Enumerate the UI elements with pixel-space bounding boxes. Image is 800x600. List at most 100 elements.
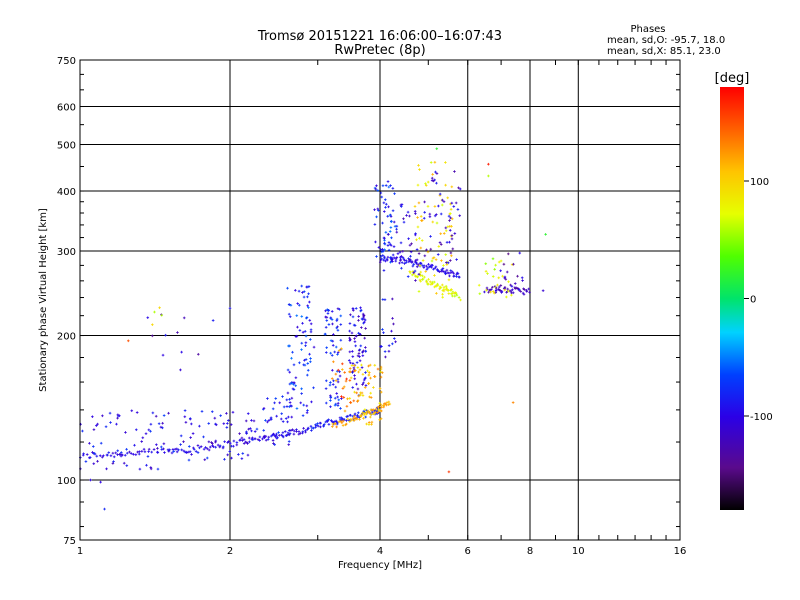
scatter-point: [420, 239, 424, 242]
scatter-point: [92, 452, 96, 455]
scatter-point: [325, 319, 329, 322]
scatter-point: [210, 441, 213, 444]
trace-point: [430, 265, 433, 269]
scatter-point: [172, 450, 176, 453]
scatter-point: [180, 350, 183, 354]
trace-point: [340, 418, 344, 422]
scatter-point: [353, 369, 356, 373]
scatter-point: [295, 334, 299, 338]
trace-point: [344, 423, 347, 427]
trace-point: [483, 290, 486, 294]
scatter-point: [369, 396, 373, 399]
scatter-point: [187, 458, 191, 462]
scatter-point: [274, 435, 277, 439]
scatter-point: [116, 416, 119, 420]
scatter-point: [304, 341, 308, 345]
scatter-point: [419, 215, 423, 218]
scatter-point: [367, 421, 371, 424]
scatter-point: [367, 411, 371, 414]
scatter-point: [251, 438, 255, 442]
scatter-point: [368, 395, 371, 399]
scatter-point: [288, 401, 292, 404]
scatter-point: [421, 259, 425, 262]
scatter-point: [381, 248, 384, 251]
scatter-point: [175, 447, 179, 451]
scatter-point: [336, 395, 339, 399]
trace-point: [322, 424, 325, 428]
colorbar-tick-label: 0: [750, 295, 756, 306]
scatter-point: [453, 232, 457, 235]
scatter-point: [501, 274, 504, 278]
scatter-point: [338, 307, 341, 311]
scatter-point: [352, 399, 356, 403]
trace-point: [351, 414, 355, 418]
scatter-point: [510, 293, 513, 297]
trace-point: [350, 418, 354, 422]
trace-point: [441, 269, 445, 273]
trace-point: [505, 290, 508, 294]
scatter-point: [431, 173, 434, 176]
scatter-point: [334, 379, 338, 382]
scatter-point: [293, 381, 296, 385]
scatter-point: [385, 202, 388, 206]
trace-point: [345, 415, 349, 418]
outlier-point: [541, 289, 545, 292]
scatter-point: [287, 440, 291, 443]
scatter-point: [149, 467, 153, 471]
trace-point: [459, 298, 462, 302]
scatter-point: [363, 318, 367, 322]
scatter-point: [361, 394, 365, 397]
scatter-point: [176, 331, 179, 334]
scatter-point: [348, 336, 351, 340]
trace-point: [377, 405, 381, 408]
scatter-point: [360, 391, 364, 395]
scatter-point: [338, 370, 341, 374]
scatter-point: [362, 381, 365, 385]
trace-point: [192, 446, 195, 450]
scatter-point: [384, 231, 388, 234]
trace-point: [269, 434, 273, 438]
scatter-point: [274, 397, 278, 400]
scatter-point: [340, 395, 343, 398]
scatter-point: [373, 223, 377, 226]
scatter-point: [246, 453, 250, 457]
scatter-point: [449, 259, 452, 262]
scatter-point: [343, 409, 347, 413]
trace-point: [359, 414, 362, 418]
trace-point: [429, 283, 433, 286]
scatter-point: [389, 256, 392, 259]
scatter-point: [353, 417, 357, 420]
outlier-point: [544, 233, 547, 236]
chart-subtitle: RwPretec (8p): [334, 43, 425, 58]
scatter-point: [147, 428, 151, 432]
trace-point: [223, 440, 226, 443]
trace-point: [379, 258, 383, 262]
scatter-point: [444, 183, 447, 187]
trace-point: [337, 420, 341, 424]
scatter-point: [430, 281, 434, 285]
scatter-point: [302, 295, 306, 299]
scatter-point: [416, 225, 420, 229]
scatter-point: [91, 451, 94, 454]
trace-point: [511, 288, 514, 292]
trace-point: [250, 437, 254, 441]
trace-point: [358, 418, 361, 421]
plot-frame: [79, 59, 681, 541]
scatter-point: [442, 200, 446, 203]
scatter-point: [452, 205, 456, 208]
trace-point: [119, 454, 123, 458]
scatter-point: [325, 379, 328, 383]
trace-point: [444, 288, 448, 291]
trace-point: [128, 450, 131, 454]
trace-point: [452, 271, 455, 275]
scatter-point: [303, 363, 307, 367]
scatter-point: [304, 334, 308, 338]
scatter-point: [391, 317, 394, 320]
scatter-point: [510, 284, 514, 288]
trace-point: [132, 452, 135, 456]
trace-point: [522, 287, 525, 291]
scatter-point: [355, 391, 358, 395]
scatter-point: [439, 212, 443, 216]
scatter-point: [273, 401, 276, 405]
scatter-point: [179, 368, 182, 372]
